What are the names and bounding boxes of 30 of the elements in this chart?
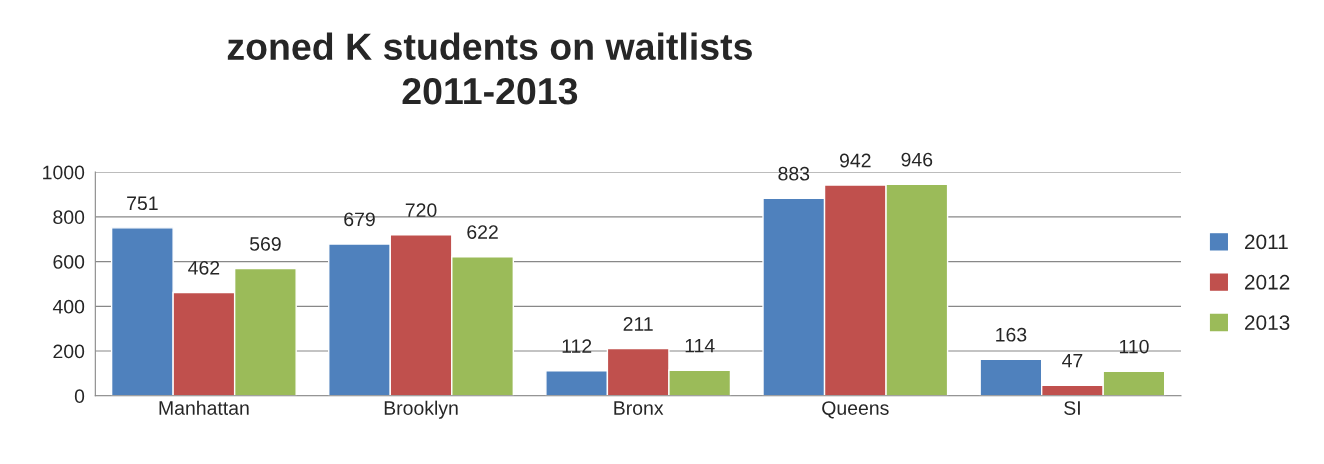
data-label: 946 bbox=[901, 152, 933, 167]
data-label: 163 bbox=[996, 327, 1027, 342]
data-label: 720 bbox=[405, 203, 437, 218]
legend-label: 2013 bbox=[1245, 315, 1290, 330]
y-tick-label: 800 bbox=[53, 210, 85, 225]
chart-title: zoned K students on waitlists 2011-2013 bbox=[227, 32, 752, 105]
y-tick-label: 400 bbox=[52, 299, 85, 314]
data-label: 110 bbox=[1119, 339, 1149, 354]
data-label: 751 bbox=[127, 196, 158, 211]
data-label: 569 bbox=[249, 237, 281, 251]
data-label: 883 bbox=[778, 166, 810, 181]
data-label: 211 bbox=[623, 317, 653, 331]
data-label: 622 bbox=[467, 225, 498, 239]
data-label: 114 bbox=[685, 339, 715, 353]
data-label: 942 bbox=[840, 153, 871, 168]
y-tick-label: 0 bbox=[74, 389, 85, 404]
x-tick-label: Queens bbox=[822, 401, 889, 419]
x-tick-label: Brooklyn bbox=[384, 400, 458, 419]
x-tick-label: Bronx bbox=[614, 401, 664, 415]
data-label: 112 bbox=[562, 339, 592, 353]
y-tick-label: 1000 bbox=[43, 165, 85, 180]
data-label: 47 bbox=[1062, 353, 1083, 368]
y-tick-label: 200 bbox=[53, 344, 85, 359]
legend-label: 2012 bbox=[1245, 274, 1290, 290]
y-tick-label: 600 bbox=[53, 255, 85, 269]
data-label: 462 bbox=[188, 260, 220, 275]
legend-label: 2011 bbox=[1245, 234, 1288, 250]
x-tick-label: SI bbox=[1064, 401, 1080, 415]
data-label: 679 bbox=[344, 212, 375, 227]
x-tick-label: Manhattan bbox=[159, 400, 249, 415]
